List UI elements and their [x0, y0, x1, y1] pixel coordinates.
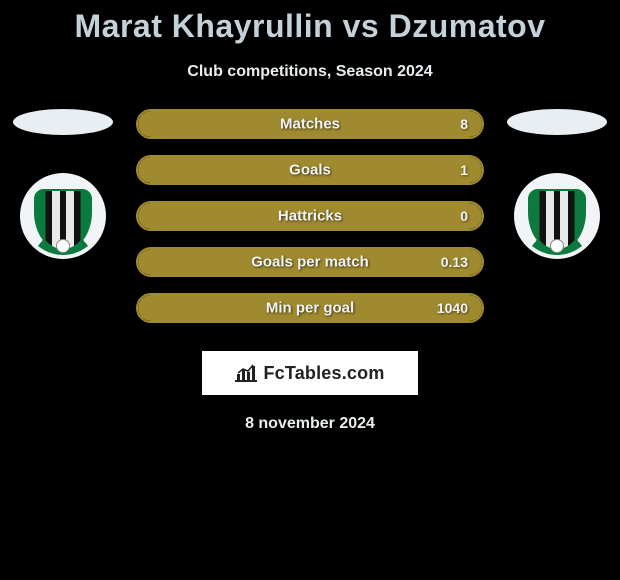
stat-row-min-per-goal: Min per goal 1040	[136, 293, 484, 323]
player-disc-left	[13, 109, 113, 135]
stat-label: Hattricks	[278, 208, 342, 225]
subtitle: Club competitions, Season 2024	[0, 63, 620, 81]
club-badge-left	[20, 173, 106, 259]
stats-list: Matches 8 Goals 1 Hattricks 0 Goals per …	[118, 109, 502, 339]
left-player-col	[8, 109, 118, 259]
stat-right-value: 0	[460, 208, 468, 224]
club-badge-right	[514, 173, 600, 259]
stat-label: Min per goal	[266, 300, 354, 317]
content-row: Matches 8 Goals 1 Hattricks 0 Goals per …	[0, 109, 620, 339]
bar-chart-icon	[235, 364, 257, 382]
page-title: Marat Khayrullin vs Dzumatov	[0, 8, 620, 45]
stat-right-value: 8	[460, 116, 468, 132]
stat-label: Matches	[280, 116, 340, 133]
stat-row-matches: Matches 8	[136, 109, 484, 139]
stat-row-goals: Goals 1	[136, 155, 484, 185]
stat-label: Goals per match	[251, 254, 369, 271]
footer-date: 8 november 2024	[0, 415, 620, 433]
brand-box[interactable]: FcTables.com	[202, 351, 418, 395]
stat-row-goals-per-match: Goals per match 0.13	[136, 247, 484, 277]
stat-label: Goals	[289, 162, 331, 179]
right-player-col	[502, 109, 612, 259]
player-disc-right	[507, 109, 607, 135]
stat-row-hattricks: Hattricks 0	[136, 201, 484, 231]
brand-label: FcTables.com	[263, 363, 384, 384]
stat-right-value: 0.13	[441, 254, 468, 270]
stat-right-value: 1	[460, 162, 468, 178]
stat-right-value: 1040	[437, 300, 468, 316]
